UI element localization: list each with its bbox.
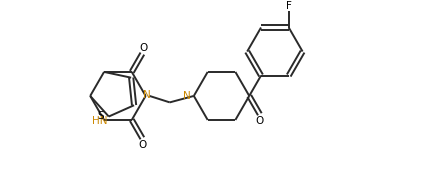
Text: F: F bbox=[286, 1, 292, 11]
Text: O: O bbox=[255, 116, 263, 126]
Text: HN: HN bbox=[92, 116, 107, 126]
Text: O: O bbox=[139, 43, 147, 53]
Text: N: N bbox=[183, 91, 191, 101]
Text: S: S bbox=[97, 111, 104, 121]
Text: O: O bbox=[138, 140, 146, 150]
Text: N: N bbox=[143, 90, 150, 100]
